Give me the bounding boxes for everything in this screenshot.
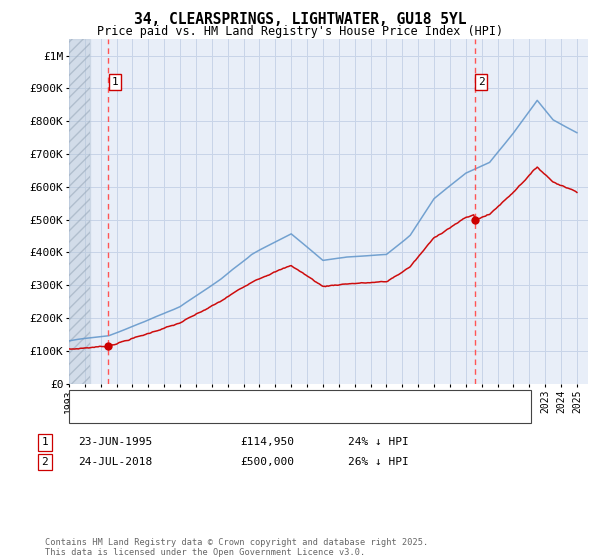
Text: 1: 1	[41, 437, 49, 447]
Text: 2: 2	[478, 77, 485, 87]
Bar	[69, 39, 89, 384]
Text: Price paid vs. HM Land Registry's House Price Index (HPI): Price paid vs. HM Land Registry's House …	[97, 25, 503, 38]
Text: 2: 2	[41, 457, 49, 467]
Bar	[69, 39, 89, 384]
Text: £500,000: £500,000	[240, 457, 294, 467]
Text: £114,950: £114,950	[240, 437, 294, 447]
Text: 1: 1	[112, 77, 118, 87]
Text: 24-JUL-2018: 24-JUL-2018	[78, 457, 152, 467]
Text: Contains HM Land Registry data © Crown copyright and database right 2025.
This d: Contains HM Land Registry data © Crown c…	[45, 538, 428, 557]
Text: 26% ↓ HPI: 26% ↓ HPI	[348, 457, 409, 467]
Text: HPI: Average price, detached house, Surrey Heath: HPI: Average price, detached house, Surr…	[106, 409, 406, 419]
Text: 23-JUN-1995: 23-JUN-1995	[78, 437, 152, 447]
Text: 34, CLEARSPRINGS, LIGHTWATER, GU18 5YL (detached house): 34, CLEARSPRINGS, LIGHTWATER, GU18 5YL (…	[106, 396, 450, 407]
Text: 24% ↓ HPI: 24% ↓ HPI	[348, 437, 409, 447]
Text: 34, CLEARSPRINGS, LIGHTWATER, GU18 5YL: 34, CLEARSPRINGS, LIGHTWATER, GU18 5YL	[134, 12, 466, 27]
